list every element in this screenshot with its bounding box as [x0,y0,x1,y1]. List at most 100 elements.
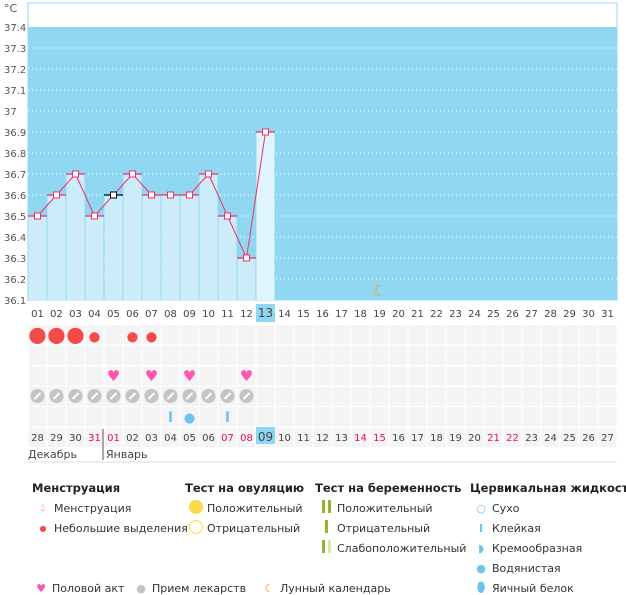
legend-label: Половой акт [52,581,125,595]
pill-stripe [109,392,118,400]
temperature-point [205,170,212,178]
grid-cell [256,386,275,406]
grid-cell [484,386,503,406]
faint-lines-icon [315,540,337,556]
grid-cell [465,366,484,386]
grid-cell [85,366,104,386]
creamy-icon: ◗ [478,541,484,555]
legend-cervical: Цервикальная жидкость ○ Сухо I Клейкая ◗ Кр… [470,478,626,595]
grid-cell [503,407,522,427]
pill-icon: ● [136,581,146,595]
pill-stripe [166,392,175,400]
legend-title: Цервикальная жидкость [470,481,626,495]
grid-cell [579,407,598,427]
calendar-date-label: 28 [31,433,44,444]
y-tick-label: 36.5 [4,212,26,223]
temperature-bar [180,195,199,300]
temperature-chart: °C 37.4 37.3 37.2 37.1 37 36.9 36.8 36.7 36.6 36.5… [4,2,618,463]
grid-cell [123,345,142,365]
grid-cell [522,345,541,365]
grid-cell [370,386,389,406]
grid-cell [465,407,484,427]
grid-cell [237,345,256,365]
grid-cell [237,427,256,447]
grid-cell [142,325,161,345]
grid-cell [218,427,237,447]
grid-cell [180,366,199,386]
spotting-drop-icon: ⬤ [127,332,138,343]
temperature-bar [47,195,66,300]
calendar-date-label: 13 [335,433,348,444]
grid-cell [275,366,294,386]
grid-cell [142,407,161,427]
cycle-day-label: 13 [258,306,273,320]
cycle-day-label: 21 [411,309,424,320]
temperature-bar [161,195,180,300]
grid-cell [389,386,408,406]
legend-label: Отрицательный [337,521,431,535]
temperature-bar [123,174,142,300]
grid-cell [28,427,47,447]
grid-cell [28,345,47,365]
grid-cell [104,325,123,345]
calendar-date-label: 31 [88,433,101,444]
egg-white-icon: ⬮ [476,580,486,595]
cycle-day-label: 01 [31,309,44,320]
cycle-day-label: 14 [278,309,291,320]
grid-cell [218,345,237,365]
cycle-day-label: 22 [430,309,443,320]
legend-label: Кремообразная [492,541,583,555]
calendar-date-label: 14 [354,433,367,444]
sticky-icon: I [225,410,230,426]
legend-label: Менструация [54,501,132,515]
y-tick-label: 36.8 [4,149,26,160]
legend-label: Яичный белок [492,581,574,595]
grid-cell [123,427,142,447]
legend-pregnancy: Тест на беременность Положительный Отриц… [315,478,466,558]
grid-cell [370,366,389,386]
cycle-day-label: 04 [88,309,101,320]
grid-cell [503,366,522,386]
grid-cell [351,386,370,406]
grid-cell [85,407,104,427]
legend-title: Тест на овуляцию [185,481,305,495]
temperature-point [186,191,193,199]
heart-icon: ♥ [240,367,253,385]
calendar-date-label: 22 [506,433,519,444]
grid-cell [598,345,617,365]
grid-cell [465,325,484,345]
grid-cell [28,366,47,386]
calendar-date-label: 17 [411,433,424,444]
grid-cell [256,325,275,345]
grid-cell [446,407,465,427]
grid-cell [66,407,85,427]
grid-cell [47,366,66,386]
spotting-drop-icon: ⬤ [89,332,100,343]
grid-cell [85,345,104,365]
cycle-day-label: 23 [449,309,462,320]
grid-cell [332,366,351,386]
grid-cell [370,407,389,427]
grid-cell [389,325,408,345]
cycle-day-label: 17 [335,309,348,320]
grid-cell [598,427,617,447]
grid-cell [313,325,332,345]
grid-cell [579,366,598,386]
grid-cell [275,325,294,345]
cycle-day-label: 24 [468,309,481,320]
grid-cell [47,407,66,427]
temperature-bar [104,195,123,300]
grid-cell [66,427,85,447]
grid-cell [598,366,617,386]
grid-cell [446,345,465,365]
temperature-point [224,212,231,220]
menstruation-drop-icon: ⬤ [48,325,66,344]
grid-cell [294,427,313,447]
month-label-current: Январь [106,448,148,461]
grid-cell [389,427,408,447]
grid-cell [446,386,465,406]
temperature-point [34,212,41,220]
grid-cell [332,407,351,427]
grid-cell [427,386,446,406]
grid-cell [351,325,370,345]
